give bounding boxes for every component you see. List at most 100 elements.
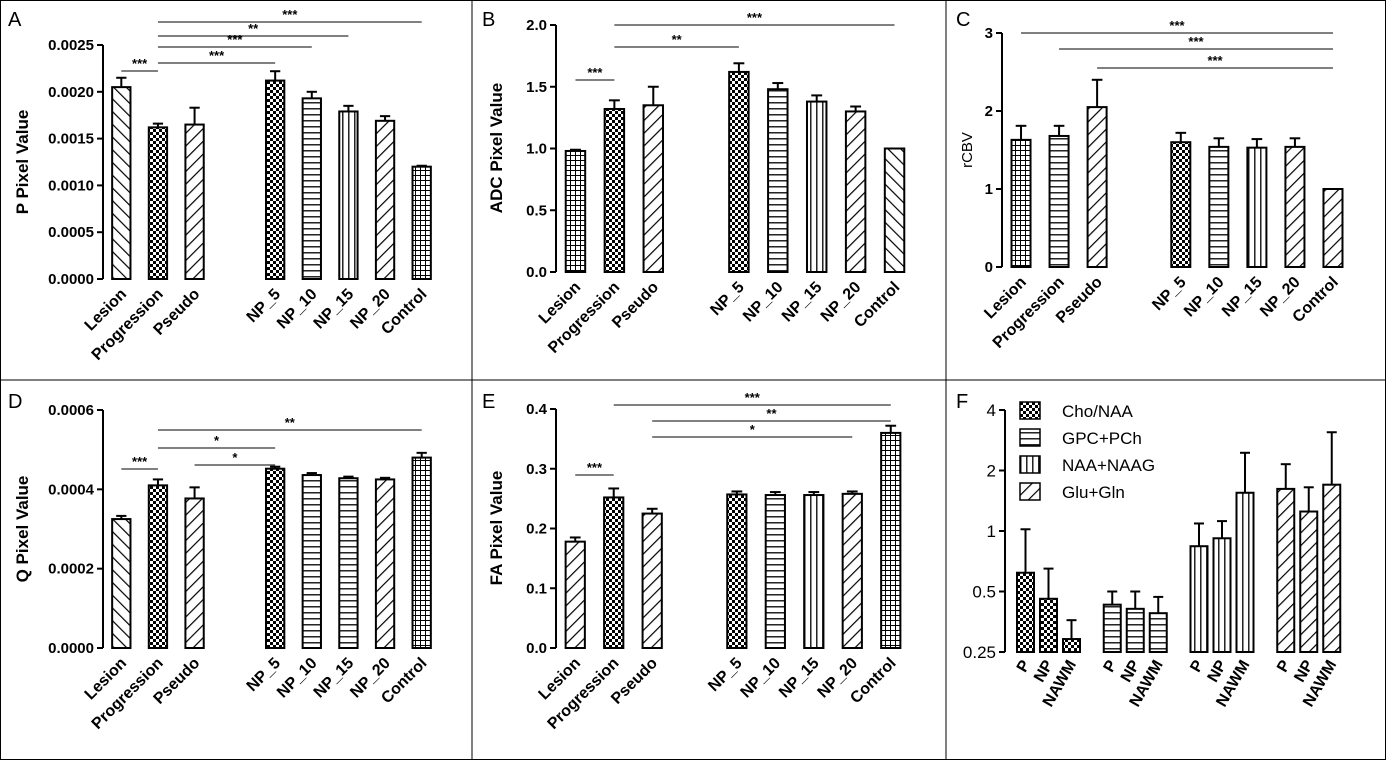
bar xyxy=(803,494,825,650)
bar xyxy=(883,147,906,273)
bar xyxy=(1062,638,1081,654)
legend-swatch xyxy=(1019,401,1041,420)
bar xyxy=(564,149,587,273)
significance-label: *** xyxy=(587,65,603,80)
bar xyxy=(301,474,322,650)
y-tick-label: 0.0015 xyxy=(48,131,94,148)
bar xyxy=(301,97,322,280)
bar xyxy=(1170,141,1192,268)
y-tick-label: 0.0010 xyxy=(48,177,94,194)
bar xyxy=(265,79,286,281)
bar xyxy=(1048,134,1070,268)
legend-swatch xyxy=(1019,428,1041,447)
x-tick-label: NP_15 xyxy=(779,279,826,326)
y-tick-label: 0.4 xyxy=(526,401,548,418)
bar xyxy=(111,86,132,281)
bar xyxy=(111,518,132,649)
bar xyxy=(411,456,432,649)
panel-a: A 0.0000 0.0005 0.0010 0.0015 0.0020 0.0025 P P… xyxy=(8,7,432,364)
significance-label: *** xyxy=(1169,18,1185,33)
bar xyxy=(880,431,902,649)
bar xyxy=(805,100,828,273)
y-tick-label: 0.0002 xyxy=(48,561,94,578)
significance-label: *** xyxy=(1188,34,1204,49)
x-tick-label: P xyxy=(1101,657,1121,675)
bar xyxy=(1208,145,1230,269)
y-tick-label: 1 xyxy=(987,522,996,541)
bar xyxy=(1276,487,1296,653)
significance-label: *** xyxy=(282,7,298,22)
legend-label: NAA+NAAG xyxy=(1062,456,1155,475)
significance-label: * xyxy=(232,450,238,465)
y-tick-label: 1.5 xyxy=(526,79,547,96)
bar xyxy=(411,165,432,280)
significance-label: ** xyxy=(248,21,259,36)
y-tick-label: 4 xyxy=(987,401,996,420)
bar xyxy=(265,467,286,649)
y-tick-label: 0.0025 xyxy=(48,37,94,54)
x-tick-label: P xyxy=(1274,657,1294,675)
bar xyxy=(1235,491,1255,653)
y-tick-label: 3 xyxy=(985,25,993,42)
bar xyxy=(338,477,359,649)
legend-label: Glu+Gln xyxy=(1062,483,1125,502)
y-tick-label: 0.2 xyxy=(526,521,547,538)
x-tick-label: NP_10 xyxy=(740,279,787,326)
bar xyxy=(642,104,665,274)
bar xyxy=(1284,145,1306,269)
bar xyxy=(728,70,750,274)
y-tick-label: 0.5 xyxy=(972,583,996,602)
y-tick-label: 0.3 xyxy=(526,461,547,478)
significance-label: * xyxy=(750,422,756,437)
y-axis-label: rCBV xyxy=(959,132,976,168)
bar xyxy=(1016,571,1035,653)
x-tick-label: NP_10 xyxy=(274,286,321,333)
y-axis-label: ADC Pixel Value xyxy=(487,83,506,213)
y-tick-label: 0.5 xyxy=(526,202,547,219)
y-tick-label: 0.25 xyxy=(963,643,996,662)
x-tick-label: NP_15 xyxy=(1219,274,1266,321)
y-tick-label: 2.0 xyxy=(526,17,547,34)
y-tick-label: 2 xyxy=(987,462,996,481)
bar xyxy=(1039,597,1058,653)
significance-label: ** xyxy=(672,32,683,47)
bar xyxy=(1148,612,1168,653)
significance-label: *** xyxy=(132,454,148,469)
panel-letter: D xyxy=(8,391,22,413)
x-tick-label: NP_15 xyxy=(311,655,358,702)
x-tick-label: NP_15 xyxy=(311,286,358,333)
significance-label: *** xyxy=(132,56,148,71)
panel-letter: A xyxy=(8,9,22,31)
y-tick-label: 1.0 xyxy=(526,141,547,158)
charts-layer: A 0.0000 0.0005 0.0010 0.0015 0.0020 0.0025 P P… xyxy=(8,7,1344,733)
y-tick-label: 0.0005 xyxy=(48,224,94,241)
bar xyxy=(1246,146,1268,268)
y-tick-label: 0 xyxy=(985,259,993,276)
significance-label: *** xyxy=(745,390,761,405)
bar xyxy=(1102,603,1122,654)
bar xyxy=(184,123,205,280)
significance-label: ** xyxy=(285,415,296,430)
legend-label: GPC+PCh xyxy=(1062,429,1142,448)
bar xyxy=(1299,510,1319,653)
bar xyxy=(184,497,205,649)
y-axis-label: Q Pixel Value xyxy=(13,476,32,583)
bar xyxy=(641,512,663,649)
bar xyxy=(564,540,586,650)
panel-letter: B xyxy=(482,9,495,31)
significance-label: ** xyxy=(766,406,777,421)
significance-label: *** xyxy=(209,48,225,63)
bar xyxy=(726,493,748,649)
panel-letter: E xyxy=(482,391,495,413)
significance-label: *** xyxy=(1207,53,1223,68)
y-tick-label: 0.0 xyxy=(526,640,547,657)
y-tick-label: 0.1 xyxy=(526,580,547,597)
x-tick-label: P xyxy=(1014,657,1034,675)
bar xyxy=(1212,537,1232,653)
bar xyxy=(764,494,786,650)
